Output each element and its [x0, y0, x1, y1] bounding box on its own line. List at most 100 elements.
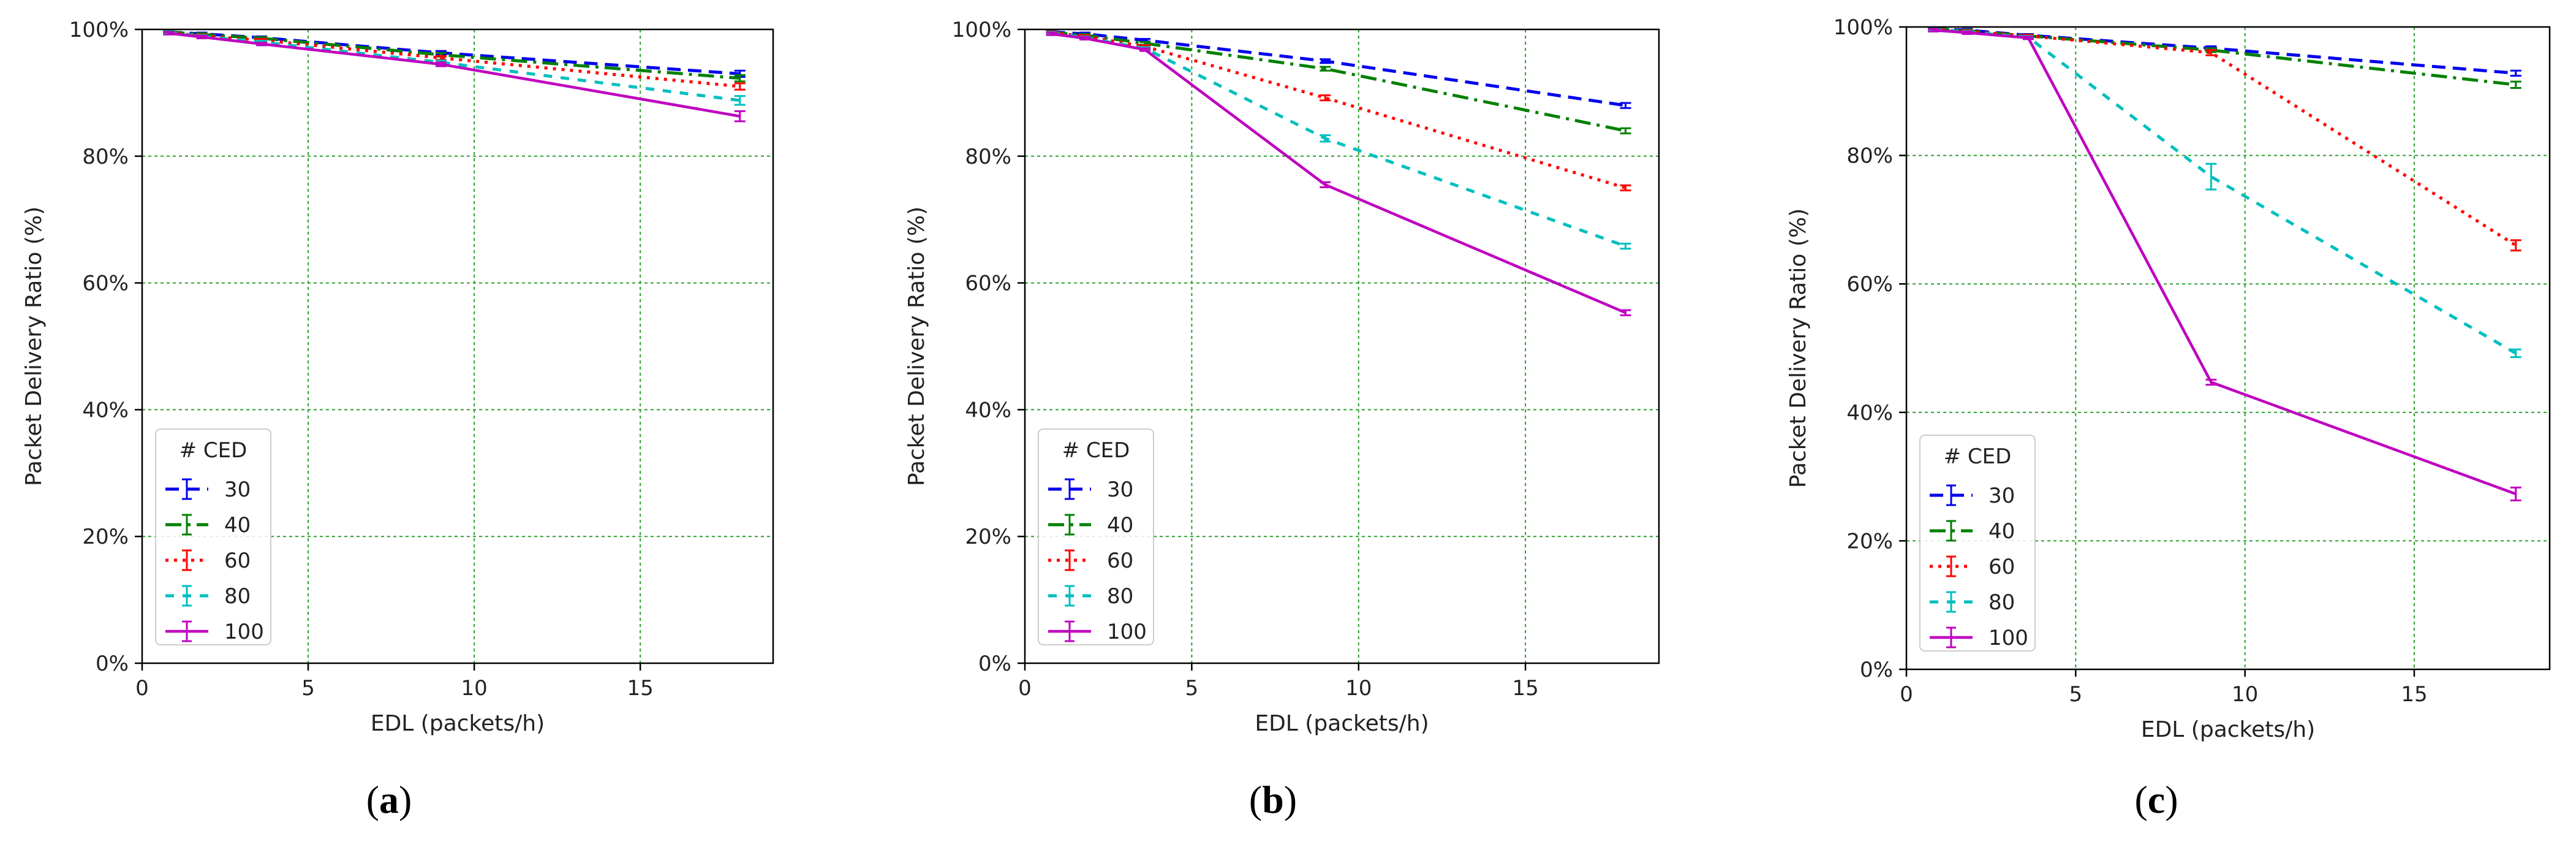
chart-c-point [1932, 29, 1935, 31]
chart-b-point [1324, 137, 1326, 140]
chart-c-point [2210, 381, 2212, 384]
chart-c-ytick-label: 0% [1860, 658, 1893, 682]
chart-b-legend-label-30: 30 [1107, 477, 1133, 502]
chart-a-point [739, 99, 741, 102]
chart-b-ytick-label: 0% [978, 652, 1011, 676]
chart-c-point [2210, 175, 2212, 178]
chart-c-legend-title: # CED [1944, 444, 2012, 469]
chart-b-legend-label-40: 40 [1107, 513, 1133, 538]
chart-b-point [1625, 245, 1627, 248]
chart-c-point [2515, 493, 2517, 495]
chart-c-ytick-label: 20% [1846, 529, 1893, 553]
chart-b-xtick-label: 10 [1345, 676, 1372, 701]
chart-a-legend-label-60: 60 [224, 549, 251, 573]
chart-b-point [1625, 187, 1627, 189]
chart-c-ylabel: Packet Delivery Ratio (%) [1786, 208, 1811, 488]
chart-c-legend-label-60: 60 [1989, 555, 2015, 579]
chart-a-ytick-label: 60% [82, 272, 129, 296]
chart-a-xtick-label: 5 [301, 676, 315, 701]
chart-b-point [1144, 48, 1146, 51]
chart-b-legend-label-60: 60 [1107, 549, 1133, 573]
chart-a-point [739, 85, 741, 88]
chart-c-axes-frame [1905, 26, 2551, 671]
chart-a-point [739, 115, 741, 118]
chart-b-ytick-label: 40% [965, 398, 1011, 422]
chart-a-legend-label-80: 80 [224, 584, 251, 609]
chart-c-legend [1919, 435, 2036, 652]
chart-c-series-80-line [1933, 28, 2517, 355]
chart-a-legend-label-30: 30 [224, 477, 251, 502]
chart-c-point [1966, 31, 1968, 34]
chart-b-ytick-label: 100% [952, 18, 1011, 42]
chart-b-xlabel: EDL (packets/h) [1255, 711, 1429, 736]
chart-a-legend [155, 428, 271, 645]
chart-b-point [1144, 39, 1146, 42]
chart-c-point [2515, 244, 2517, 246]
chart-c-legend-label-100: 100 [1989, 626, 2028, 650]
chart-b-point [1324, 67, 1326, 70]
chart-b-point [1625, 311, 1627, 314]
chart-b-xtick-label: 0 [1018, 676, 1032, 701]
panel-label-c: c [2147, 778, 2166, 821]
chart-b-legend [1038, 428, 1154, 645]
chart-b-point [1084, 37, 1086, 39]
chart-c-legend-label-30: 30 [1989, 484, 2015, 508]
chart-a-point [440, 63, 442, 66]
chart-b-xtick-label: 5 [1185, 676, 1199, 701]
chart-a-point [739, 77, 741, 80]
chart-a-ytick-label: 80% [82, 145, 129, 169]
chart-b-legend-label-80: 80 [1107, 584, 1133, 609]
chart-a-ylabel: Packet Delivery Ratio (%) [21, 207, 47, 486]
chart-c-point [2515, 83, 2517, 86]
panel-caption-b: (b) [1248, 778, 1297, 821]
chart-c-point [2515, 352, 2517, 354]
chart-c-point [2027, 37, 2030, 39]
chart-c-xtick-label: 5 [2069, 682, 2082, 707]
chart-b-ytick-label: 20% [965, 525, 1011, 549]
chart-a-axes-frame [141, 28, 774, 664]
chart-b-point [1625, 129, 1627, 132]
chart-a-point [440, 57, 442, 59]
chart-c-ytick-label: 40% [1846, 401, 1893, 425]
chart-b-point [1144, 42, 1146, 45]
chart-b-axes-frame [1024, 28, 1660, 664]
chart-b-point [1324, 183, 1326, 186]
chart-c-legend-label-80: 80 [1989, 590, 2015, 615]
chart-b-ytick-label: 60% [965, 272, 1011, 296]
chart-a-xtick-label: 10 [461, 676, 487, 701]
chart-b-xtick-label: 15 [1512, 676, 1538, 701]
chart-b-point [1324, 60, 1326, 63]
chart-a-ytick-label: 100% [69, 18, 129, 42]
panel-caption-a: (a) [366, 778, 412, 821]
chart-b-legend-title: # CED [1062, 438, 1130, 463]
chart-a-ytick-label: 40% [82, 398, 129, 422]
chart-c-legend-label-40: 40 [1989, 519, 2015, 544]
chart-c-xtick-label: 10 [2232, 682, 2258, 707]
chart-b-ylabel: Packet Delivery Ratio (%) [904, 207, 929, 486]
panel-caption-c: (c) [2134, 778, 2178, 821]
chart-a-ytick-label: 0% [96, 652, 129, 676]
chart-b-point [1051, 32, 1053, 35]
chart-c-ytick-label: 100% [1834, 15, 1893, 40]
chart-a-ytick-label: 20% [82, 525, 129, 549]
chart-a-point [167, 32, 170, 34]
chart-c-xtick-label: 15 [2401, 682, 2427, 707]
chart-a-point [260, 43, 263, 45]
chart-b-legend-label-100: 100 [1107, 620, 1147, 644]
chart-c-xtick-label: 0 [1900, 682, 1913, 707]
chart-a-legend-label-40: 40 [224, 513, 251, 538]
chart-b-point [1625, 104, 1627, 107]
chart-a-legend-title: # CED [179, 438, 247, 463]
chart-a-xtick-label: 0 [135, 676, 149, 701]
chart-c-ytick-label: 60% [1846, 272, 1893, 297]
chart-b-ytick-label: 80% [965, 145, 1011, 169]
chart-c-xlabel: EDL (packets/h) [2141, 717, 2315, 742]
chart-a-xlabel: EDL (packets/h) [371, 711, 545, 736]
chart-c-series-60-line [1933, 28, 2517, 247]
chart-b-point [1324, 97, 1326, 99]
chart-c-ytick-label: 80% [1846, 144, 1893, 169]
